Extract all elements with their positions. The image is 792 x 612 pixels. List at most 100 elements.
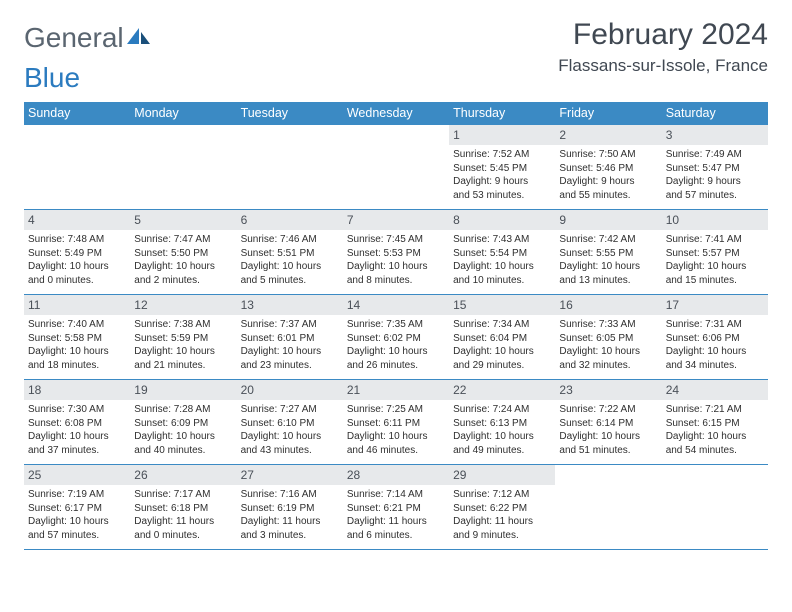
- day-number: 2: [555, 125, 661, 145]
- weekday-header-row: SundayMondayTuesdayWednesdayThursdayFrid…: [24, 102, 768, 125]
- day-number: 17: [662, 295, 768, 315]
- sunset-label: Sunset: 6:17 PM: [28, 502, 126, 516]
- daylight2-label: and 5 minutes.: [241, 274, 339, 288]
- weekday-header: Saturday: [662, 102, 768, 125]
- day-number: 13: [237, 295, 343, 315]
- day-details: Sunrise: 7:38 AMSunset: 5:59 PMDaylight:…: [130, 315, 236, 378]
- sunset-label: Sunset: 6:22 PM: [453, 502, 551, 516]
- day-details: Sunrise: 7:30 AMSunset: 6:08 PMDaylight:…: [24, 400, 130, 463]
- day-cell: 5Sunrise: 7:47 AMSunset: 5:50 PMDaylight…: [130, 210, 236, 294]
- weekday-header: Tuesday: [237, 102, 343, 125]
- day-number: 16: [555, 295, 661, 315]
- day-number: 5: [130, 210, 236, 230]
- day-number: 3: [662, 125, 768, 145]
- sunrise-label: Sunrise: 7:40 AM: [28, 318, 126, 332]
- daylight1-label: Daylight: 9 hours: [666, 175, 764, 189]
- day-number: 9: [555, 210, 661, 230]
- day-cell: 16Sunrise: 7:33 AMSunset: 6:05 PMDayligh…: [555, 295, 661, 379]
- empty-cell: [130, 125, 236, 209]
- daylight2-label: and 55 minutes.: [559, 189, 657, 203]
- sunset-label: Sunset: 6:15 PM: [666, 417, 764, 431]
- day-cell: 28Sunrise: 7:14 AMSunset: 6:21 PMDayligh…: [343, 465, 449, 549]
- daylight2-label: and 6 minutes.: [347, 529, 445, 543]
- day-cell: 22Sunrise: 7:24 AMSunset: 6:13 PMDayligh…: [449, 380, 555, 464]
- sunset-label: Sunset: 5:54 PM: [453, 247, 551, 261]
- day-number: 20: [237, 380, 343, 400]
- sunset-label: Sunset: 5:51 PM: [241, 247, 339, 261]
- week-row: 18Sunrise: 7:30 AMSunset: 6:08 PMDayligh…: [24, 380, 768, 465]
- sunset-label: Sunset: 6:19 PM: [241, 502, 339, 516]
- daylight1-label: Daylight: 10 hours: [241, 345, 339, 359]
- daylight1-label: Daylight: 10 hours: [347, 430, 445, 444]
- daylight2-label: and 32 minutes.: [559, 359, 657, 373]
- day-cell: 10Sunrise: 7:41 AMSunset: 5:57 PMDayligh…: [662, 210, 768, 294]
- sunset-label: Sunset: 5:59 PM: [134, 332, 232, 346]
- daylight1-label: Daylight: 10 hours: [347, 260, 445, 274]
- day-cell: 29Sunrise: 7:12 AMSunset: 6:22 PMDayligh…: [449, 465, 555, 549]
- sunset-label: Sunset: 5:47 PM: [666, 162, 764, 176]
- day-number: 26: [130, 465, 236, 485]
- sunrise-label: Sunrise: 7:25 AM: [347, 403, 445, 417]
- day-cell: 13Sunrise: 7:37 AMSunset: 6:01 PMDayligh…: [237, 295, 343, 379]
- sunset-label: Sunset: 6:14 PM: [559, 417, 657, 431]
- sunset-label: Sunset: 5:55 PM: [559, 247, 657, 261]
- day-cell: 7Sunrise: 7:45 AMSunset: 5:53 PMDaylight…: [343, 210, 449, 294]
- day-cell: 20Sunrise: 7:27 AMSunset: 6:10 PMDayligh…: [237, 380, 343, 464]
- day-details: Sunrise: 7:33 AMSunset: 6:05 PMDaylight:…: [555, 315, 661, 378]
- day-cell: 14Sunrise: 7:35 AMSunset: 6:02 PMDayligh…: [343, 295, 449, 379]
- sunset-label: Sunset: 6:05 PM: [559, 332, 657, 346]
- daylight1-label: Daylight: 11 hours: [453, 515, 551, 529]
- brand-part1: General: [24, 22, 124, 54]
- daylight1-label: Daylight: 10 hours: [666, 260, 764, 274]
- day-cell: 12Sunrise: 7:38 AMSunset: 5:59 PMDayligh…: [130, 295, 236, 379]
- daylight2-label: and 0 minutes.: [134, 529, 232, 543]
- sunset-label: Sunset: 5:58 PM: [28, 332, 126, 346]
- sunrise-label: Sunrise: 7:27 AM: [241, 403, 339, 417]
- day-cell: 6Sunrise: 7:46 AMSunset: 5:51 PMDaylight…: [237, 210, 343, 294]
- sunrise-label: Sunrise: 7:21 AM: [666, 403, 764, 417]
- day-details: Sunrise: 7:24 AMSunset: 6:13 PMDaylight:…: [449, 400, 555, 463]
- day-number: 27: [237, 465, 343, 485]
- day-number: 4: [24, 210, 130, 230]
- daylight1-label: Daylight: 10 hours: [28, 260, 126, 274]
- day-cell: 18Sunrise: 7:30 AMSunset: 6:08 PMDayligh…: [24, 380, 130, 464]
- day-details: Sunrise: 7:12 AMSunset: 6:22 PMDaylight:…: [449, 485, 555, 548]
- day-details: Sunrise: 7:31 AMSunset: 6:06 PMDaylight:…: [662, 315, 768, 378]
- day-number: 29: [449, 465, 555, 485]
- daylight1-label: Daylight: 10 hours: [559, 260, 657, 274]
- daylight2-label: and 18 minutes.: [28, 359, 126, 373]
- daylight1-label: Daylight: 10 hours: [453, 260, 551, 274]
- day-number: 19: [130, 380, 236, 400]
- daylight1-label: Daylight: 9 hours: [453, 175, 551, 189]
- day-details: Sunrise: 7:28 AMSunset: 6:09 PMDaylight:…: [130, 400, 236, 463]
- month-title: February 2024: [558, 18, 768, 52]
- sunrise-label: Sunrise: 7:50 AM: [559, 148, 657, 162]
- daylight2-label: and 51 minutes.: [559, 444, 657, 458]
- day-details: Sunrise: 7:35 AMSunset: 6:02 PMDaylight:…: [343, 315, 449, 378]
- sunrise-label: Sunrise: 7:30 AM: [28, 403, 126, 417]
- daylight2-label: and 13 minutes.: [559, 274, 657, 288]
- day-cell: 24Sunrise: 7:21 AMSunset: 6:15 PMDayligh…: [662, 380, 768, 464]
- daylight2-label: and 23 minutes.: [241, 359, 339, 373]
- sunrise-label: Sunrise: 7:16 AM: [241, 488, 339, 502]
- sunrise-label: Sunrise: 7:35 AM: [347, 318, 445, 332]
- weeks-container: 1Sunrise: 7:52 AMSunset: 5:45 PMDaylight…: [24, 125, 768, 550]
- day-number: 12: [130, 295, 236, 315]
- sunrise-label: Sunrise: 7:19 AM: [28, 488, 126, 502]
- sunrise-label: Sunrise: 7:48 AM: [28, 233, 126, 247]
- day-details: Sunrise: 7:43 AMSunset: 5:54 PMDaylight:…: [449, 230, 555, 293]
- day-details: Sunrise: 7:19 AMSunset: 6:17 PMDaylight:…: [24, 485, 130, 548]
- day-cell: 19Sunrise: 7:28 AMSunset: 6:09 PMDayligh…: [130, 380, 236, 464]
- sunset-label: Sunset: 6:04 PM: [453, 332, 551, 346]
- sunrise-label: Sunrise: 7:22 AM: [559, 403, 657, 417]
- daylight1-label: Daylight: 10 hours: [347, 345, 445, 359]
- sunset-label: Sunset: 5:50 PM: [134, 247, 232, 261]
- daylight1-label: Daylight: 10 hours: [559, 430, 657, 444]
- day-details: Sunrise: 7:14 AMSunset: 6:21 PMDaylight:…: [343, 485, 449, 548]
- daylight2-label: and 54 minutes.: [666, 444, 764, 458]
- daylight1-label: Daylight: 11 hours: [347, 515, 445, 529]
- sunset-label: Sunset: 6:02 PM: [347, 332, 445, 346]
- sunrise-label: Sunrise: 7:37 AM: [241, 318, 339, 332]
- day-cell: 8Sunrise: 7:43 AMSunset: 5:54 PMDaylight…: [449, 210, 555, 294]
- daylight1-label: Daylight: 10 hours: [453, 345, 551, 359]
